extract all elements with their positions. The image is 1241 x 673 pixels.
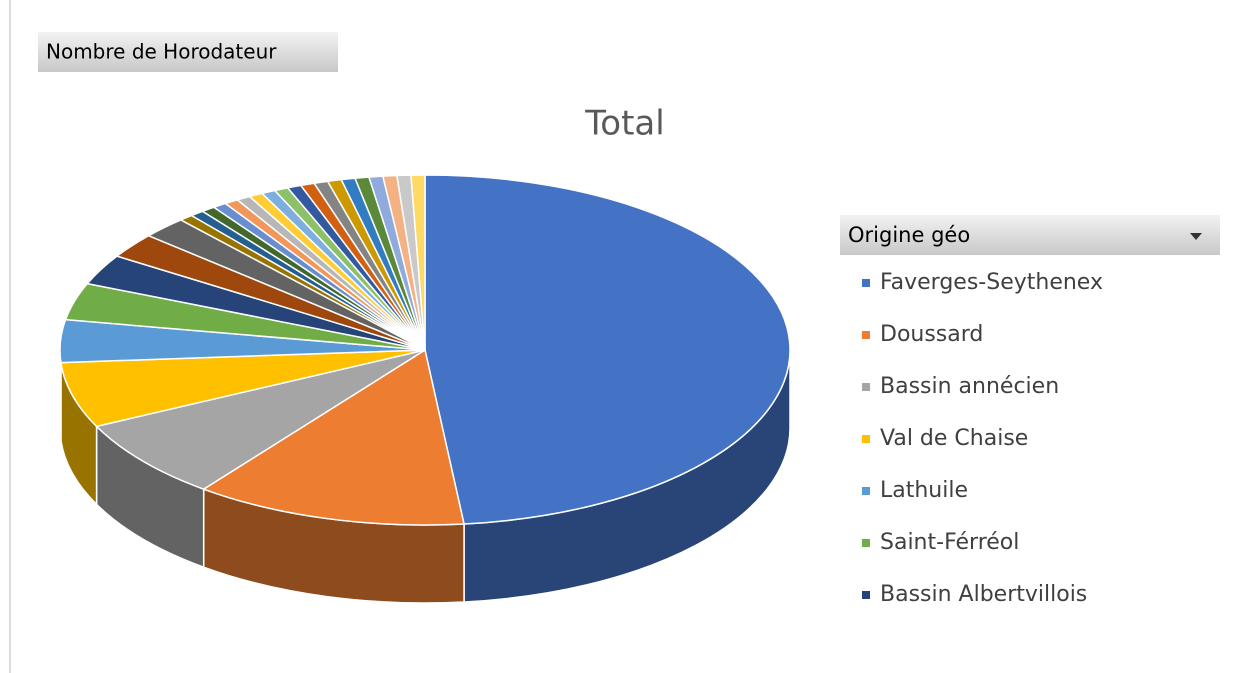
legend-label: Val de Chaise <box>880 426 1028 451</box>
pie-slice <box>410 174 426 351</box>
legend-title: Origine géo <box>848 223 970 247</box>
dropdown-arrow <box>1190 233 1202 240</box>
legend-label: Saint-Férréol <box>880 530 1019 555</box>
legend-swatch <box>862 279 870 287</box>
legend-swatch <box>862 435 870 443</box>
legend-label: Faverges-Seythenex <box>880 270 1103 295</box>
legend-label: Doussard <box>880 322 983 347</box>
legend-swatch <box>862 591 870 599</box>
chart-title: Total <box>584 104 664 144</box>
pie-slice <box>201 348 465 526</box>
pie-slice <box>424 174 791 525</box>
legend-swatch <box>862 383 870 391</box>
legend-label: Bassin annécien <box>880 374 1059 399</box>
legend-label: Bassin Albertvillois <box>880 582 1087 607</box>
legend-swatch <box>862 487 870 495</box>
legend-swatch <box>862 539 870 547</box>
pie-slice <box>95 349 426 490</box>
legend-label: Lathuile <box>880 478 968 503</box>
legend-swatch <box>862 331 870 339</box>
field-button[interactable] <box>38 32 338 72</box>
field-button-label: Nombre de Horodateur <box>46 40 277 64</box>
pie-slice <box>60 349 426 428</box>
legend-filter[interactable] <box>840 215 1220 255</box>
